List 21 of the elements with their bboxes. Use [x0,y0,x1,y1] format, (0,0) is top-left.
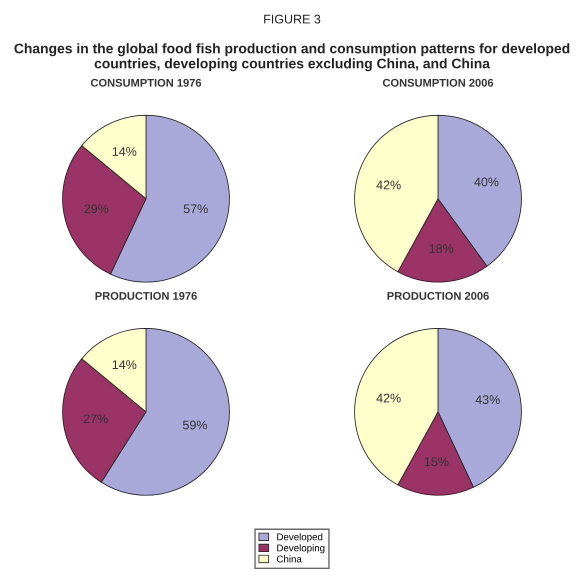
data-label: 14% [112,360,136,370]
chart-title: CONSUMPTION 1976 [90,78,202,87]
legend-label: China [276,555,302,562]
data-label: 27% [84,414,108,424]
data-label: 18% [430,244,454,253]
chart-title: PRODUCTION 2006 [387,292,489,300]
chart-title: CONSUMPTION 2006 [382,78,494,87]
data-label: 59% [182,420,208,430]
text: Changes in the global food fish production and consumption patterns for developed countries, developing countries excluding China, and China [14,43,570,72]
data-label: 14% [112,147,136,156]
caption: FIGURE 3 [264,14,320,24]
data-label: 29% [84,204,108,214]
legend-label: Developed [277,533,322,542]
data-label: 42% [376,394,401,402]
data-label: 40% [474,177,499,186]
chart-title: PRODUCTION 1976 [95,292,197,300]
legend-label: Developing [277,544,324,554]
data-label: 15% [424,457,448,466]
data-label: 43% [476,395,500,404]
data-label: 42% [376,180,401,190]
data-label: 57% [184,204,208,214]
